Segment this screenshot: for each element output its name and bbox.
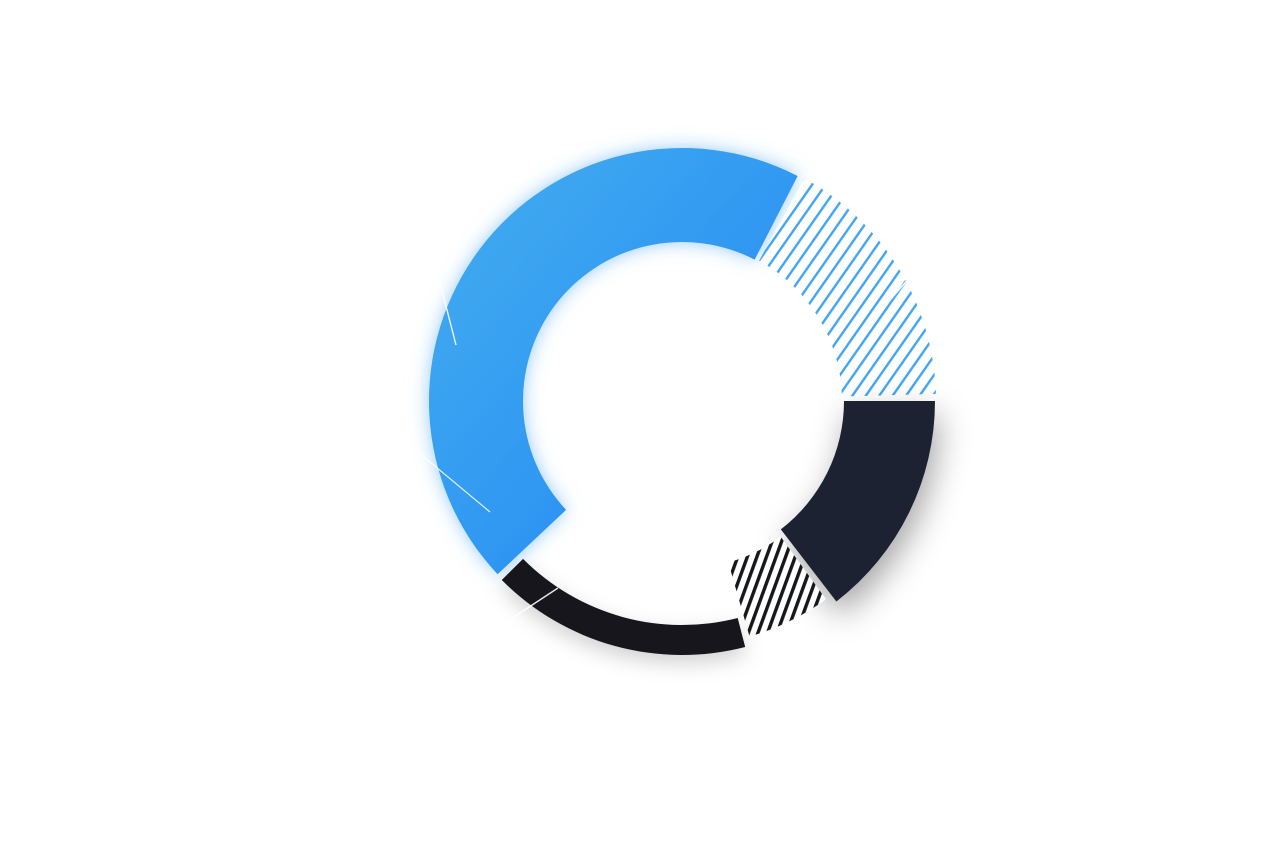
accent-line xyxy=(437,274,457,346)
donut-slices xyxy=(429,148,936,656)
donut-slice xyxy=(429,148,798,575)
donut-slice xyxy=(759,178,936,397)
accent-line xyxy=(861,267,919,333)
donut-slice xyxy=(501,558,746,656)
decorative-accents xyxy=(417,267,919,637)
donut-slice xyxy=(728,536,827,637)
accent-line xyxy=(484,587,559,637)
accent-line xyxy=(417,451,491,513)
donut-slice xyxy=(780,401,935,602)
